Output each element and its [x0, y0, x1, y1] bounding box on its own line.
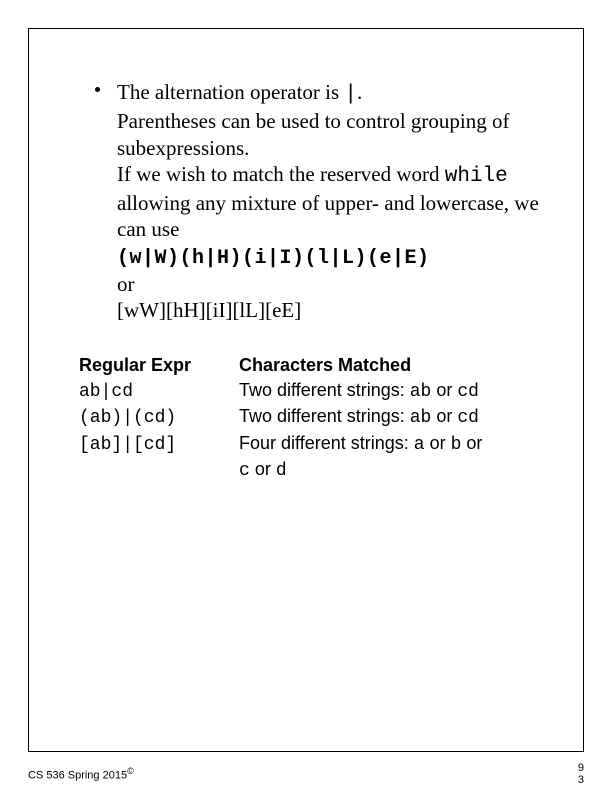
- desc-3a: c: [239, 461, 250, 481]
- page-num-a: 9: [578, 762, 584, 774]
- desc-0d: cd: [457, 382, 479, 402]
- page-num-b: 3: [578, 774, 584, 786]
- text-line-3c: allowing any mixture of upper- and lower…: [117, 191, 539, 241]
- regex-example-1: (w|W)(h|H)(i|I)(l|L)(e|E): [117, 247, 430, 270]
- desc-0b: ab: [410, 382, 432, 402]
- table-header-left: Regular Expr: [79, 355, 239, 376]
- content-frame: The alternation operator is |. Parenthes…: [28, 28, 584, 752]
- bullet-dot-icon: [95, 87, 100, 92]
- table-row: Four different strings: a or b or: [239, 431, 543, 457]
- desc-2d: b: [451, 435, 462, 455]
- text-line-1a: The alternation operator is: [117, 80, 344, 104]
- footer-right: 9 3: [578, 762, 584, 786]
- table-column-expr: Regular Expr ab|cd (ab)|(cd) [ab]|[cd]: [79, 355, 239, 483]
- copyright-icon: ©: [127, 766, 134, 776]
- desc-1b: ab: [410, 408, 432, 428]
- table-header-right: Characters Matched: [239, 355, 543, 376]
- table-column-desc: Characters Matched Two different strings…: [239, 355, 543, 483]
- desc-0c: or: [431, 380, 457, 400]
- desc-2b: a: [414, 435, 425, 455]
- text-line-1c: .: [357, 80, 362, 104]
- page: The alternation operator is |. Parenthes…: [0, 0, 612, 792]
- keyword-while: while: [445, 165, 508, 188]
- expr-2: [ab]|[cd]: [79, 435, 176, 455]
- footer-left: CS 536 Spring 2015©: [28, 766, 134, 782]
- desc-2a: Four different strings:: [239, 433, 414, 453]
- footer-course: CS 536 Spring 2015: [28, 770, 127, 782]
- bullet-item: The alternation operator is |. Parenthes…: [89, 79, 543, 323]
- desc-2c: or: [425, 433, 451, 453]
- regex-example-2: [wW][hH][iI][lL][eE]: [117, 298, 301, 322]
- desc-0a: Two different strings:: [239, 380, 410, 400]
- examples-table: Regular Expr ab|cd (ab)|(cd) [ab]|[cd] C…: [79, 355, 543, 483]
- expr-0: ab|cd: [79, 382, 133, 402]
- text-line-2: Parentheses can be used to control group…: [117, 109, 509, 159]
- text-line-3a: If we wish to match the reserved word: [117, 162, 445, 186]
- table-row-continuation: c or d: [239, 457, 543, 483]
- table-row: Two different strings: ab or cd: [239, 404, 543, 430]
- table-row: Two different strings: ab or cd: [239, 378, 543, 404]
- text-or: or: [117, 272, 135, 296]
- desc-1a: Two different strings:: [239, 406, 410, 426]
- desc-3c: d: [276, 461, 287, 481]
- expr-1: (ab)|(cd): [79, 408, 176, 428]
- desc-2e: or: [461, 433, 482, 453]
- desc-1d: cd: [457, 408, 479, 428]
- alternation-operator: |: [344, 83, 357, 106]
- desc-3b: or: [250, 459, 276, 479]
- desc-1c: or: [431, 406, 457, 426]
